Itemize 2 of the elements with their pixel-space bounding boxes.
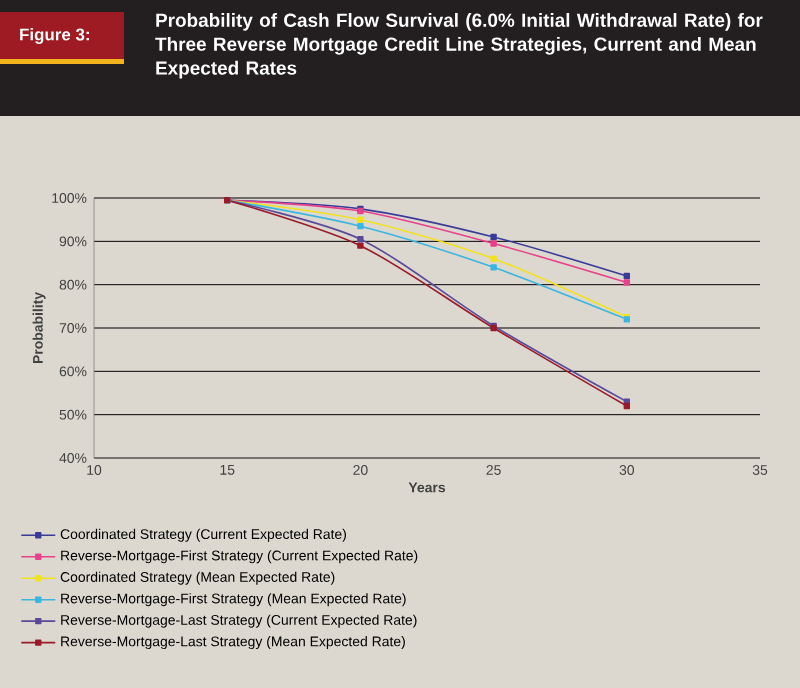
chart-subtitle: Figure 3: — [20, 28, 89, 44]
chart-title: Probability of Cash Flow Survival (6.0% Initial Withdrawal Rate) for Three Reverse Mortgage Credit Line Strategies, Current and Mean Expected Rates — [155, 13, 763, 79]
